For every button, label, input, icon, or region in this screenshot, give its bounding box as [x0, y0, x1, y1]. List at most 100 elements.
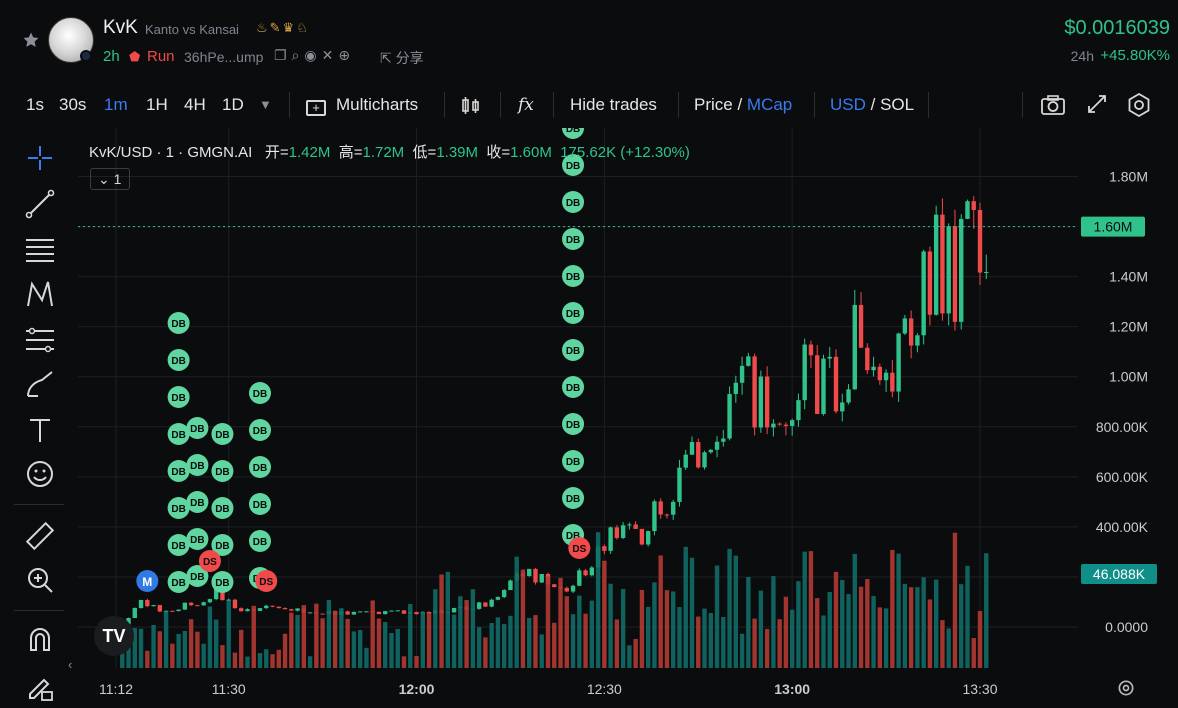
- chart-legend: KvK/USD · 1 · GMGN.AI 开=1.42M 高=1.72M 低=…: [89, 144, 690, 161]
- candle-body: [639, 528, 645, 545]
- currency-toggle[interactable]: USD / SOL: [830, 95, 915, 114]
- candle-type-icon[interactable]: [460, 95, 482, 122]
- volume-bar: [858, 586, 864, 668]
- interval-1h[interactable]: 1H: [146, 95, 168, 114]
- multicharts-label: Multicharts: [336, 95, 419, 114]
- camera-icon[interactable]: [1040, 93, 1066, 122]
- volume-bar: [645, 606, 651, 668]
- fib-retracement-icon[interactable]: [22, 322, 58, 358]
- volume-bar: [201, 643, 206, 668]
- contract-address[interactable]: 36hPe...ump: [184, 49, 264, 65]
- pattern-icon[interactable]: [22, 276, 58, 312]
- collapse-icon[interactable]: ‹: [68, 657, 73, 672]
- candle-body: [320, 613, 325, 615]
- volume-bar: [865, 578, 870, 668]
- toolbar-divider: [814, 92, 815, 118]
- price-change: +45.80K%: [1100, 47, 1170, 64]
- volume-bar: [188, 619, 194, 668]
- candle-body: [890, 372, 895, 392]
- x-tick-label: 11:30: [212, 681, 246, 697]
- brush-icon[interactable]: [22, 366, 58, 402]
- volume-bar: [195, 631, 200, 668]
- candle-body: [351, 611, 357, 615]
- indicators-icon[interactable]: fx: [518, 95, 534, 115]
- candle-body: [971, 201, 976, 210]
- open-value: 1.42M: [288, 144, 331, 161]
- volume-bar: [971, 638, 976, 668]
- volume-bar: [470, 589, 476, 668]
- high-label: 高: [338, 144, 354, 161]
- trendline-icon[interactable]: [22, 186, 58, 222]
- horizontal-lines-icon[interactable]: [22, 232, 58, 268]
- volume-bar: [927, 599, 933, 668]
- volume-bar: [871, 596, 876, 668]
- candle-body: [620, 525, 626, 538]
- price-mcap-toggle[interactable]: Price / MCap: [694, 95, 793, 114]
- settings-icon[interactable]: [1126, 92, 1152, 123]
- buy-marker: [249, 530, 271, 552]
- token-avatar: [48, 17, 94, 63]
- close-label: 收: [486, 144, 502, 161]
- share-button[interactable]: ⇱ 分享: [380, 50, 424, 66]
- star-icon[interactable]: [22, 31, 40, 49]
- chart-canvas[interactable]: 1.80M 1.40M 1.20M 1.00M 800.00K 600.00K 400.00…: [78, 128, 1178, 708]
- candle-body: [383, 611, 388, 615]
- ruler-icon[interactable]: [22, 518, 58, 554]
- buy-marker-label: DB: [566, 235, 580, 246]
- toolbar-divider: [289, 92, 290, 118]
- volume-change: 175.62K (+12.30%): [560, 144, 690, 161]
- y-tick-label: 0.0000: [1105, 619, 1148, 635]
- interval-1s[interactable]: 1s: [26, 95, 44, 114]
- magnet-icon[interactable]: [22, 622, 58, 658]
- buy-marker: [167, 460, 190, 482]
- volume-bar: [501, 623, 507, 668]
- price-chart[interactable]: 1.80M 1.40M 1.20M 1.00M 800.00K 600.00K 400.00…: [68, 128, 1178, 708]
- candle-body: [933, 214, 939, 315]
- multicharts-button[interactable]: + Multicharts: [306, 95, 418, 116]
- interval-4h[interactable]: 4H: [184, 95, 206, 114]
- candle-body: [789, 420, 795, 426]
- volume-bar: [696, 616, 701, 668]
- interval-dropdown-icon[interactable]: ▼: [259, 97, 272, 112]
- buy-marker: [562, 487, 585, 509]
- volume-bar: [514, 556, 519, 668]
- hide-trades-button[interactable]: Hide trades: [570, 95, 657, 114]
- interval-collapse-button[interactable]: ⌄ 1: [90, 168, 130, 190]
- emoji-icon[interactable]: [22, 456, 58, 492]
- volume-bar: [984, 553, 989, 668]
- candle-body: [683, 454, 688, 468]
- text-tool-icon[interactable]: [22, 412, 58, 448]
- volume-bar: [439, 574, 444, 668]
- volume-bar: [176, 633, 181, 668]
- fullscreen-icon[interactable]: [1086, 93, 1108, 120]
- volume-bar: [464, 600, 469, 668]
- volume-bar: [420, 611, 425, 668]
- zoom-in-icon[interactable]: [22, 562, 58, 598]
- toolbar-divider: [928, 92, 929, 118]
- interval-box-label: 1: [113, 171, 122, 187]
- interval-30s[interactable]: 30s: [59, 95, 87, 114]
- candle-body: [295, 608, 300, 611]
- axis-settings-icon[interactable]: [1116, 678, 1136, 698]
- volume-bar: [539, 634, 544, 668]
- buy-marker-label: DB: [190, 572, 204, 583]
- social-link-icons[interactable]: ❐⌕◉✕⊕: [274, 47, 356, 63]
- buy-marker-label: DB: [171, 541, 185, 552]
- tradingview-logo[interactable]: TV: [94, 616, 134, 656]
- candle-body: [846, 389, 851, 403]
- candle-body: [533, 568, 538, 583]
- volume-bar: [483, 637, 488, 668]
- candle-body: [132, 608, 137, 618]
- interval-1d[interactable]: 1D: [222, 95, 244, 114]
- interval-1m[interactable]: 1m: [104, 95, 128, 114]
- lock-drawings-icon[interactable]: [22, 668, 58, 704]
- buy-marker: [562, 228, 585, 250]
- buy-marker-label: DB: [253, 426, 267, 437]
- volume-bar: [883, 608, 889, 668]
- volume-bar: [890, 549, 895, 668]
- candle-body: [276, 606, 281, 608]
- crosshair-icon[interactable]: [22, 140, 58, 176]
- buy-marker: [562, 302, 585, 324]
- volume-bar: [702, 608, 707, 668]
- buy-marker: [186, 491, 209, 513]
